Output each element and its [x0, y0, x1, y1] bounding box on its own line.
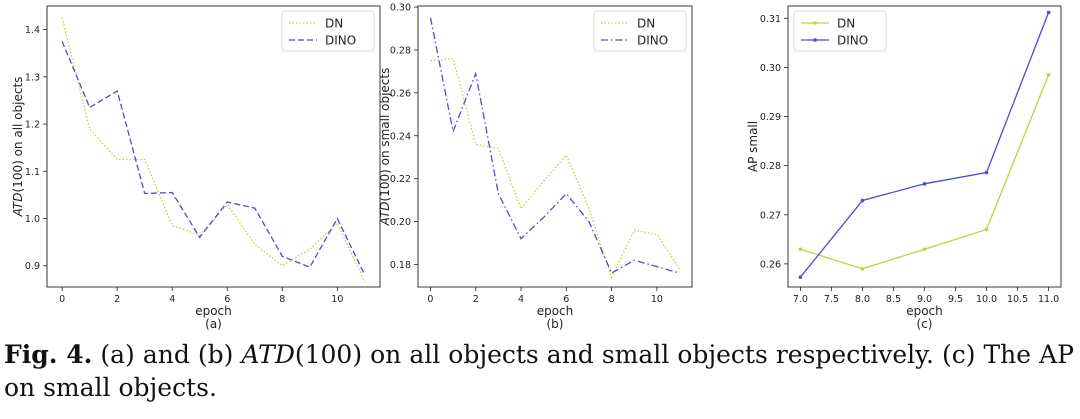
legend-label-dn: DN — [637, 17, 655, 31]
data-point-dn — [860, 267, 865, 271]
x-axis-label: epoch — [537, 304, 574, 318]
x-tick-label: 11.0 — [1038, 294, 1059, 305]
legend-label-dino: DINO — [837, 34, 868, 48]
x-tick-label: 8 — [279, 294, 285, 305]
series-line-dn — [800, 74, 1050, 270]
y-axis-label: ATD(100) on all objects — [11, 77, 25, 218]
legend-label-dn: DN — [325, 17, 343, 31]
y-tick-label: 0.31 — [760, 14, 781, 25]
x-tick-label: 6 — [224, 294, 230, 305]
data-point-dino — [922, 182, 927, 186]
data-point-dino — [798, 275, 803, 279]
panel-label: (c) — [917, 317, 933, 331]
y-tick-label: 1.4 — [25, 25, 40, 36]
data-point-dino — [984, 170, 989, 175]
series-line-dino — [799, 12, 1050, 278]
x-tick-label: 7.5 — [824, 294, 839, 305]
caption-figure-label: Fig. 4. — [4, 340, 93, 369]
y-tick-label: 1.1 — [25, 167, 40, 178]
y-tick-label: 0.26 — [760, 259, 781, 270]
plot-frame — [46, 5, 381, 288]
y-tick-label: 0.27 — [760, 210, 781, 221]
figure-charts: 0 2 4 6 8 100.91.01.11.21.31.4epoch(a)ATD(100… — [11, 3, 1062, 331]
y-axis-label: AP small — [746, 121, 760, 172]
caption-text-start: (a) and (b) — [92, 340, 242, 369]
y-tick-label: 1.3 — [25, 72, 40, 83]
y-axis-label-italic: ATD — [11, 193, 25, 218]
y-axis-label-text: (100) on all objects — [11, 77, 25, 193]
caption-math-atd: ATD — [241, 340, 295, 369]
legend-box — [281, 10, 375, 52]
legend-box — [593, 10, 687, 52]
y-axis-label: ATD(100) on small objects — [378, 68, 392, 227]
data-point-dn — [798, 247, 803, 251]
y-tick-label: 0.28 — [390, 45, 411, 56]
data-point-dino — [860, 198, 865, 203]
x-tick-label: 10.5 — [1007, 294, 1028, 305]
x-tick-label: 4 — [169, 294, 175, 305]
x-tick-label: 10.0 — [976, 294, 997, 305]
x-tick-label: 8.0 — [855, 294, 870, 305]
x-tick-label: 10 — [651, 294, 663, 305]
legend-marker — [813, 38, 817, 42]
data-point-dino — [1046, 10, 1051, 15]
x-tick-label: 0 — [427, 294, 433, 305]
series-line-dn — [430, 57, 681, 280]
series-line-dino — [429, 17, 680, 275]
x-tick-label: 0 — [59, 294, 65, 305]
x-tick-label: 8 — [609, 294, 615, 305]
x-tick-label: 2 — [473, 294, 479, 305]
y-tick-label: 0.30 — [390, 3, 411, 14]
legend-marker — [813, 21, 817, 25]
y-tick-label: 0.30 — [760, 63, 781, 74]
panel-label: (a) — [205, 317, 222, 331]
y-tick-label: 0.9 — [25, 261, 40, 272]
y-axis-label-text: (100) on small objects — [378, 68, 392, 202]
data-point-dn — [984, 227, 989, 232]
y-tick-label: 0.26 — [390, 88, 411, 99]
data-point-dn — [1046, 72, 1051, 77]
series-line-dino — [61, 41, 366, 276]
chart-panel-1: 0 2 4 6 8 10 0.9 1.0 1.1 1.2 1.3 1.4 epoch(a) ATD(100… — [11, 5, 381, 331]
legend-label-dn: DN — [837, 17, 855, 31]
y-tick-label: 0.22 — [390, 174, 411, 185]
x-tick-label: 10 — [331, 294, 343, 305]
data-point-dn — [922, 247, 927, 251]
legend: DN DINO — [281, 10, 375, 52]
y-tick-label: 0.20 — [390, 217, 411, 228]
y-tick-label: 0.24 — [390, 131, 411, 142]
chart-panel-2: 0 2 4 6 8 10 0.18 0.20 0.22 0.24 0.26 0.28 0.30 epoch… — [378, 3, 693, 331]
legend-label-dino: DINO — [325, 34, 356, 48]
x-tick-label: 8.5 — [886, 294, 901, 305]
chart-panel-3: 7.0 7.5 8.0 8.5 9.0 9.5 10.0 10.5 11.0 0.26 0.27 0.… — [746, 5, 1062, 331]
y-axis-label-text: AP small — [746, 121, 760, 172]
x-tick-label: 4 — [518, 294, 524, 305]
y-tick-label: 0.18 — [390, 260, 411, 271]
plot-frame — [417, 5, 693, 288]
legend: DN DINO — [593, 10, 687, 52]
legend: DN DINO — [793, 10, 887, 52]
figure-caption: Fig. 4. (a) and (b) ATD(100) on all obje… — [4, 338, 1074, 404]
y-tick-label: 0.29 — [760, 112, 781, 123]
caption-text-end: (100) on all objects and small objects r… — [4, 340, 1075, 402]
x-tick-label: 9.0 — [917, 294, 932, 305]
x-tick-label: 6 — [563, 294, 569, 305]
y-tick-label: 1.0 — [25, 214, 40, 225]
x-axis-label: epoch — [195, 304, 232, 318]
x-tick-label: 2 — [114, 294, 120, 305]
legend-box — [793, 10, 887, 52]
panel-label: (b) — [547, 317, 564, 331]
legend-label-dino: DINO — [637, 34, 668, 48]
x-tick-label: 7.0 — [793, 294, 808, 305]
x-axis-label: epoch — [906, 304, 943, 318]
y-tick-label: 0.28 — [760, 161, 781, 172]
series-line-dn — [61, 17, 366, 283]
y-axis-label-italic: ATD — [378, 201, 392, 226]
y-tick-label: 1.2 — [25, 120, 40, 131]
x-tick-label: 9.5 — [948, 294, 963, 305]
